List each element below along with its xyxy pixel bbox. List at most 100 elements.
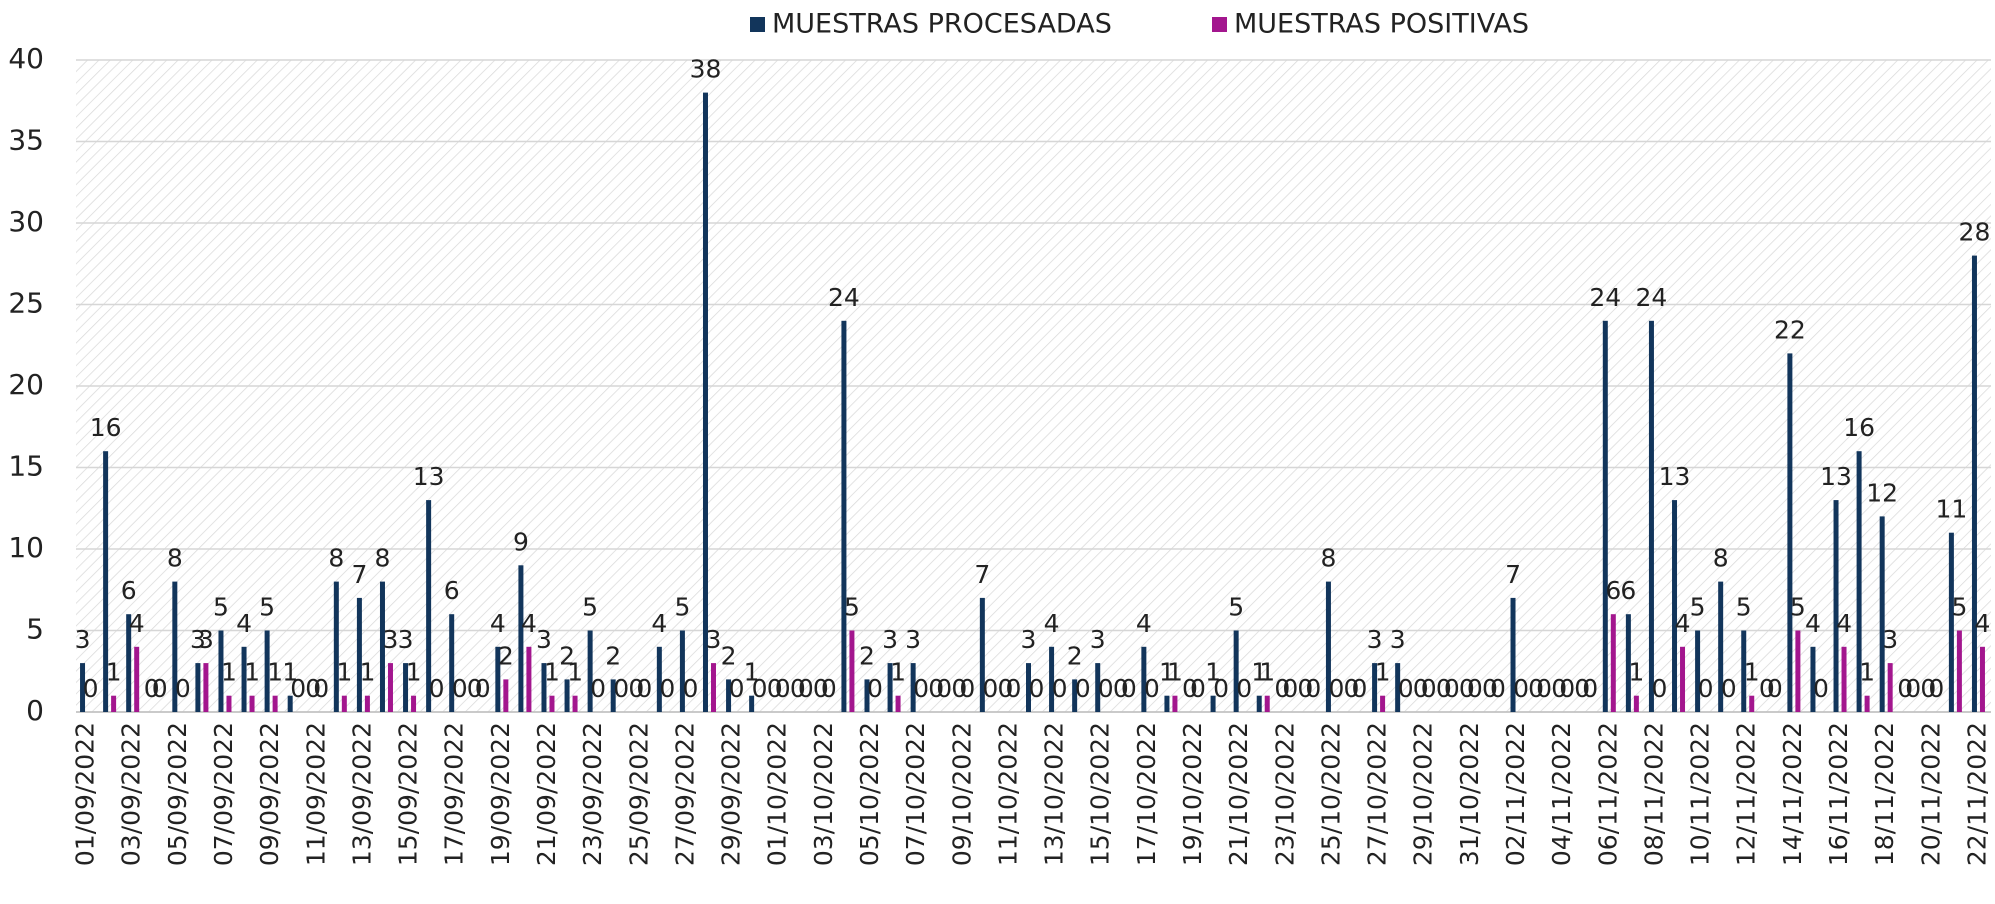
data-label: 3: [1882, 625, 1898, 654]
data-label: 0: [467, 674, 483, 703]
data-label: 0: [982, 674, 998, 703]
data-label: 0: [867, 674, 883, 703]
data-label: 0: [1928, 674, 1944, 703]
bar: [1172, 695, 1178, 712]
data-label: 1: [336, 658, 352, 687]
x-tick-label: 01/10/2022: [763, 722, 792, 866]
data-label: 4: [1675, 609, 1691, 638]
data-label: 0: [590, 674, 606, 703]
legend: MUESTRAS PROCESADAS MUESTRAS POSITIVAS: [750, 9, 1529, 40]
bar: [1856, 451, 1862, 712]
data-label: 0: [1421, 674, 1437, 703]
bar: [1141, 646, 1147, 712]
x-tick-label: 03/10/2022: [809, 722, 838, 866]
bar: [710, 663, 716, 712]
bar: [526, 646, 532, 712]
x-tick-label: 29/10/2022: [1409, 722, 1438, 866]
legend-label: MUESTRAS POSITIVAS: [1234, 9, 1529, 40]
bar: [841, 320, 847, 712]
bar: [218, 630, 224, 712]
data-label: 0: [1559, 674, 1575, 703]
bar: [449, 614, 455, 712]
x-tick-label: 22/11/2022: [1962, 722, 1991, 866]
data-label: 0: [83, 674, 99, 703]
bar: [1256, 695, 1262, 712]
data-label: 0: [1528, 674, 1544, 703]
data-label: 1: [890, 658, 906, 687]
bar: [341, 695, 347, 712]
bar: [1633, 695, 1639, 712]
data-label: 8: [328, 544, 344, 573]
x-tick-label: 15/09/2022: [394, 722, 423, 866]
data-label: 0: [1813, 674, 1829, 703]
data-label: 0: [1920, 674, 1936, 703]
data-label: 0: [1574, 674, 1590, 703]
data-label: 0: [613, 674, 629, 703]
x-tick-label: 11/10/2022: [993, 722, 1022, 866]
data-label: 6: [121, 576, 137, 605]
data-label: 0: [1029, 674, 1045, 703]
bar: [1164, 695, 1170, 712]
bar: [80, 663, 86, 712]
data-label: 0: [475, 674, 491, 703]
data-label: 12: [1866, 478, 1898, 507]
data-label: 3: [198, 625, 214, 654]
data-label: 1: [221, 658, 237, 687]
bar: [541, 663, 547, 712]
x-tick-label: 25/10/2022: [1316, 722, 1345, 866]
data-label: 38: [690, 55, 722, 84]
bar: [403, 663, 409, 712]
data-label: 5: [1951, 593, 1967, 622]
data-label: 5: [1736, 593, 1752, 622]
data-label: 24: [1589, 283, 1621, 312]
data-label: 5: [582, 593, 598, 622]
data-label: 16: [90, 413, 122, 442]
data-label: 0: [951, 674, 967, 703]
data-label: 28: [1959, 218, 1991, 247]
bar: [1787, 353, 1793, 712]
data-label: 0: [790, 674, 806, 703]
data-label: 0: [290, 674, 306, 703]
data-label: 2: [859, 641, 875, 670]
data-label: 4: [490, 609, 506, 638]
data-label: 0: [1490, 674, 1506, 703]
x-tick-label: 31/10/2022: [1455, 722, 1484, 866]
data-label: 4: [1805, 609, 1821, 638]
data-label: 5: [844, 593, 860, 622]
data-label: 0: [821, 674, 837, 703]
bar: [379, 581, 385, 712]
data-label: 6: [1620, 576, 1636, 605]
x-tick-label: 15/10/2022: [1086, 722, 1115, 866]
y-tick-label: 5: [26, 613, 44, 646]
data-label: 0: [628, 674, 644, 703]
x-tick-label: 02/11/2022: [1501, 722, 1530, 866]
data-label: 0: [1121, 674, 1137, 703]
x-tick-label: 21/10/2022: [1224, 722, 1253, 866]
bar: [679, 630, 685, 712]
bar: [564, 679, 570, 712]
data-label: 1: [267, 658, 283, 687]
x-tick-label: 09/09/2022: [255, 722, 284, 866]
data-label: 3: [383, 625, 399, 654]
data-label: 24: [828, 283, 860, 312]
data-label: 1: [1251, 658, 1267, 687]
data-label: 5: [259, 593, 275, 622]
y-tick-label: 0: [26, 694, 44, 727]
x-tick-label: 07/10/2022: [901, 722, 930, 866]
bar: [1833, 500, 1839, 712]
data-label: 1: [1744, 658, 1760, 687]
data-label: 0: [1274, 674, 1290, 703]
data-label: 0: [1282, 674, 1298, 703]
data-label: 0: [936, 674, 952, 703]
data-label: 4: [651, 609, 667, 638]
data-label: 0: [429, 674, 445, 703]
bar: [103, 451, 109, 712]
y-tick-label: 30: [8, 205, 44, 238]
data-label: 1: [106, 658, 122, 687]
data-label: 11: [1935, 495, 1967, 524]
x-tick-label: 07/09/2022: [209, 722, 238, 866]
data-label: 8: [1320, 544, 1336, 573]
bar: [979, 597, 985, 712]
bar: [1718, 581, 1724, 712]
bar: [587, 630, 593, 712]
